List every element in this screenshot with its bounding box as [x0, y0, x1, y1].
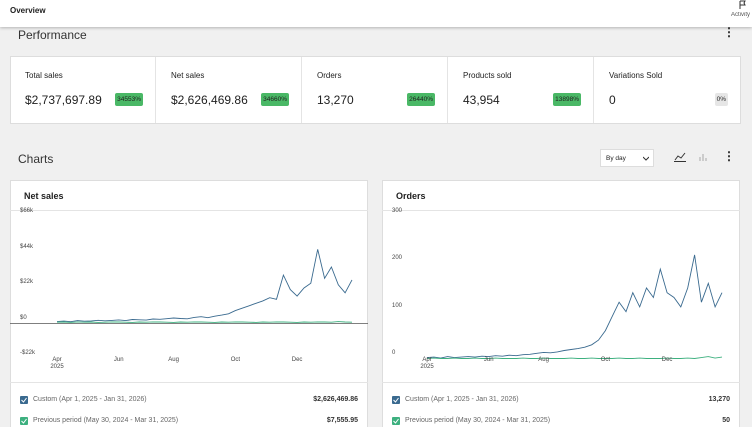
bar-chart-toggle[interactable] [698, 152, 708, 162]
chevron [643, 156, 649, 161]
chart-title: Orders [396, 191, 426, 201]
y-tick-label: 100 [392, 302, 403, 309]
kpi-delta: 13898% [553, 93, 581, 106]
chart-panel [10, 180, 368, 427]
kpi-value: 0 [609, 93, 616, 107]
legend-total: $2,626,469.86 [313, 396, 358, 403]
legend-label: Previous period (May 30, 2024 - Mar 31, … [33, 417, 179, 424]
kpi-card: Orders 13,270 26440% [303, 57, 448, 123]
kpi-delta: 26440% [407, 93, 435, 106]
x-tick-label: Oct [230, 357, 241, 363]
y-tick-label: $22k [20, 279, 34, 285]
kpi-delta: 34553% [115, 93, 143, 106]
x-tick-label: Dec [291, 357, 303, 363]
kpi-label: Products sold [463, 71, 512, 80]
x-tick-label: Jun [113, 357, 124, 363]
y-tick-label: $44k [20, 243, 34, 250]
kpi-value: 13,270 [317, 93, 354, 107]
section-title: Performance [18, 28, 87, 42]
legend-total: 50 [722, 417, 730, 424]
kpi-label: Net sales [171, 71, 205, 80]
legend-label: Custom (Apr 1, 2025 - Jan 31, 2026) [405, 396, 519, 403]
page-title: Overview [10, 6, 46, 15]
y-tick-label: $66k [20, 208, 34, 214]
activity-icon[interactable] [738, 0, 748, 10]
kpi-card: Variations Sold 0 0% [595, 57, 740, 123]
x-tick-label: Dec [661, 357, 673, 363]
kpi-label: Total sales [25, 71, 63, 80]
y-tick-label: 300 [392, 208, 403, 214]
kpi-delta: 0% [714, 93, 728, 106]
chart-panel [382, 180, 740, 427]
series-line [426, 356, 723, 359]
x-tick-label: Aug [538, 357, 549, 363]
legend-total: $7,555.95 [326, 417, 358, 424]
kpi-card: Net sales $2,626,469.86 34660% [157, 57, 302, 123]
legend-label: Previous period (May 30, 2024 - Mar 31, … [405, 417, 551, 424]
legend-checkbox[interactable] [20, 417, 28, 425]
kpi-label: Variations Sold [609, 71, 663, 80]
kpi-card: Products sold 43,954 13898% [449, 57, 594, 123]
interval-label: By day [606, 155, 626, 162]
kpi-label: Orders [317, 71, 342, 80]
kpi-card: Total sales $2,737,697.89 34553% [11, 57, 156, 123]
kpi-delta: 34660% [261, 93, 289, 106]
section-title: Charts [18, 152, 54, 166]
x-tick-label: Apr 2025 [420, 357, 434, 370]
legend-label: Custom (Apr 1, 2025 - Jan 31, 2026) [33, 396, 147, 403]
line-chart-toggle[interactable] [674, 152, 686, 162]
series-line [56, 321, 353, 323]
legend-checkbox[interactable] [392, 417, 400, 425]
legend-total: 13,270 [708, 396, 730, 403]
kpi-value: $2,626,469.86 [171, 93, 248, 107]
y-tick-label: 0 [392, 350, 396, 356]
x-tick-label: Oct [600, 357, 611, 363]
x-tick-label: Aug [168, 357, 179, 363]
series-line [56, 249, 353, 323]
performance-cards: Total sales $2,737,697.89 34553% Net sales $… [10, 56, 741, 124]
top-bar [0, 0, 752, 27]
x-tick-label: Jun [483, 357, 494, 363]
series-line [426, 254, 723, 359]
kpi-value: 43,954 [463, 93, 500, 107]
kpi-value: $2,737,697.89 [25, 93, 102, 107]
legend-checkbox[interactable] [20, 396, 28, 404]
y-tick-label: $0 [20, 314, 27, 321]
activity-label[interactable]: Activity [731, 12, 751, 18]
chart-title: Net sales [24, 191, 64, 201]
legend-checkbox[interactable] [392, 396, 400, 404]
interval-select[interactable]: By day [600, 149, 654, 167]
y-tick-label: -$22k [20, 350, 36, 356]
y-tick-label: 200 [392, 255, 403, 262]
x-tick-label: Apr 2025 [50, 357, 64, 370]
